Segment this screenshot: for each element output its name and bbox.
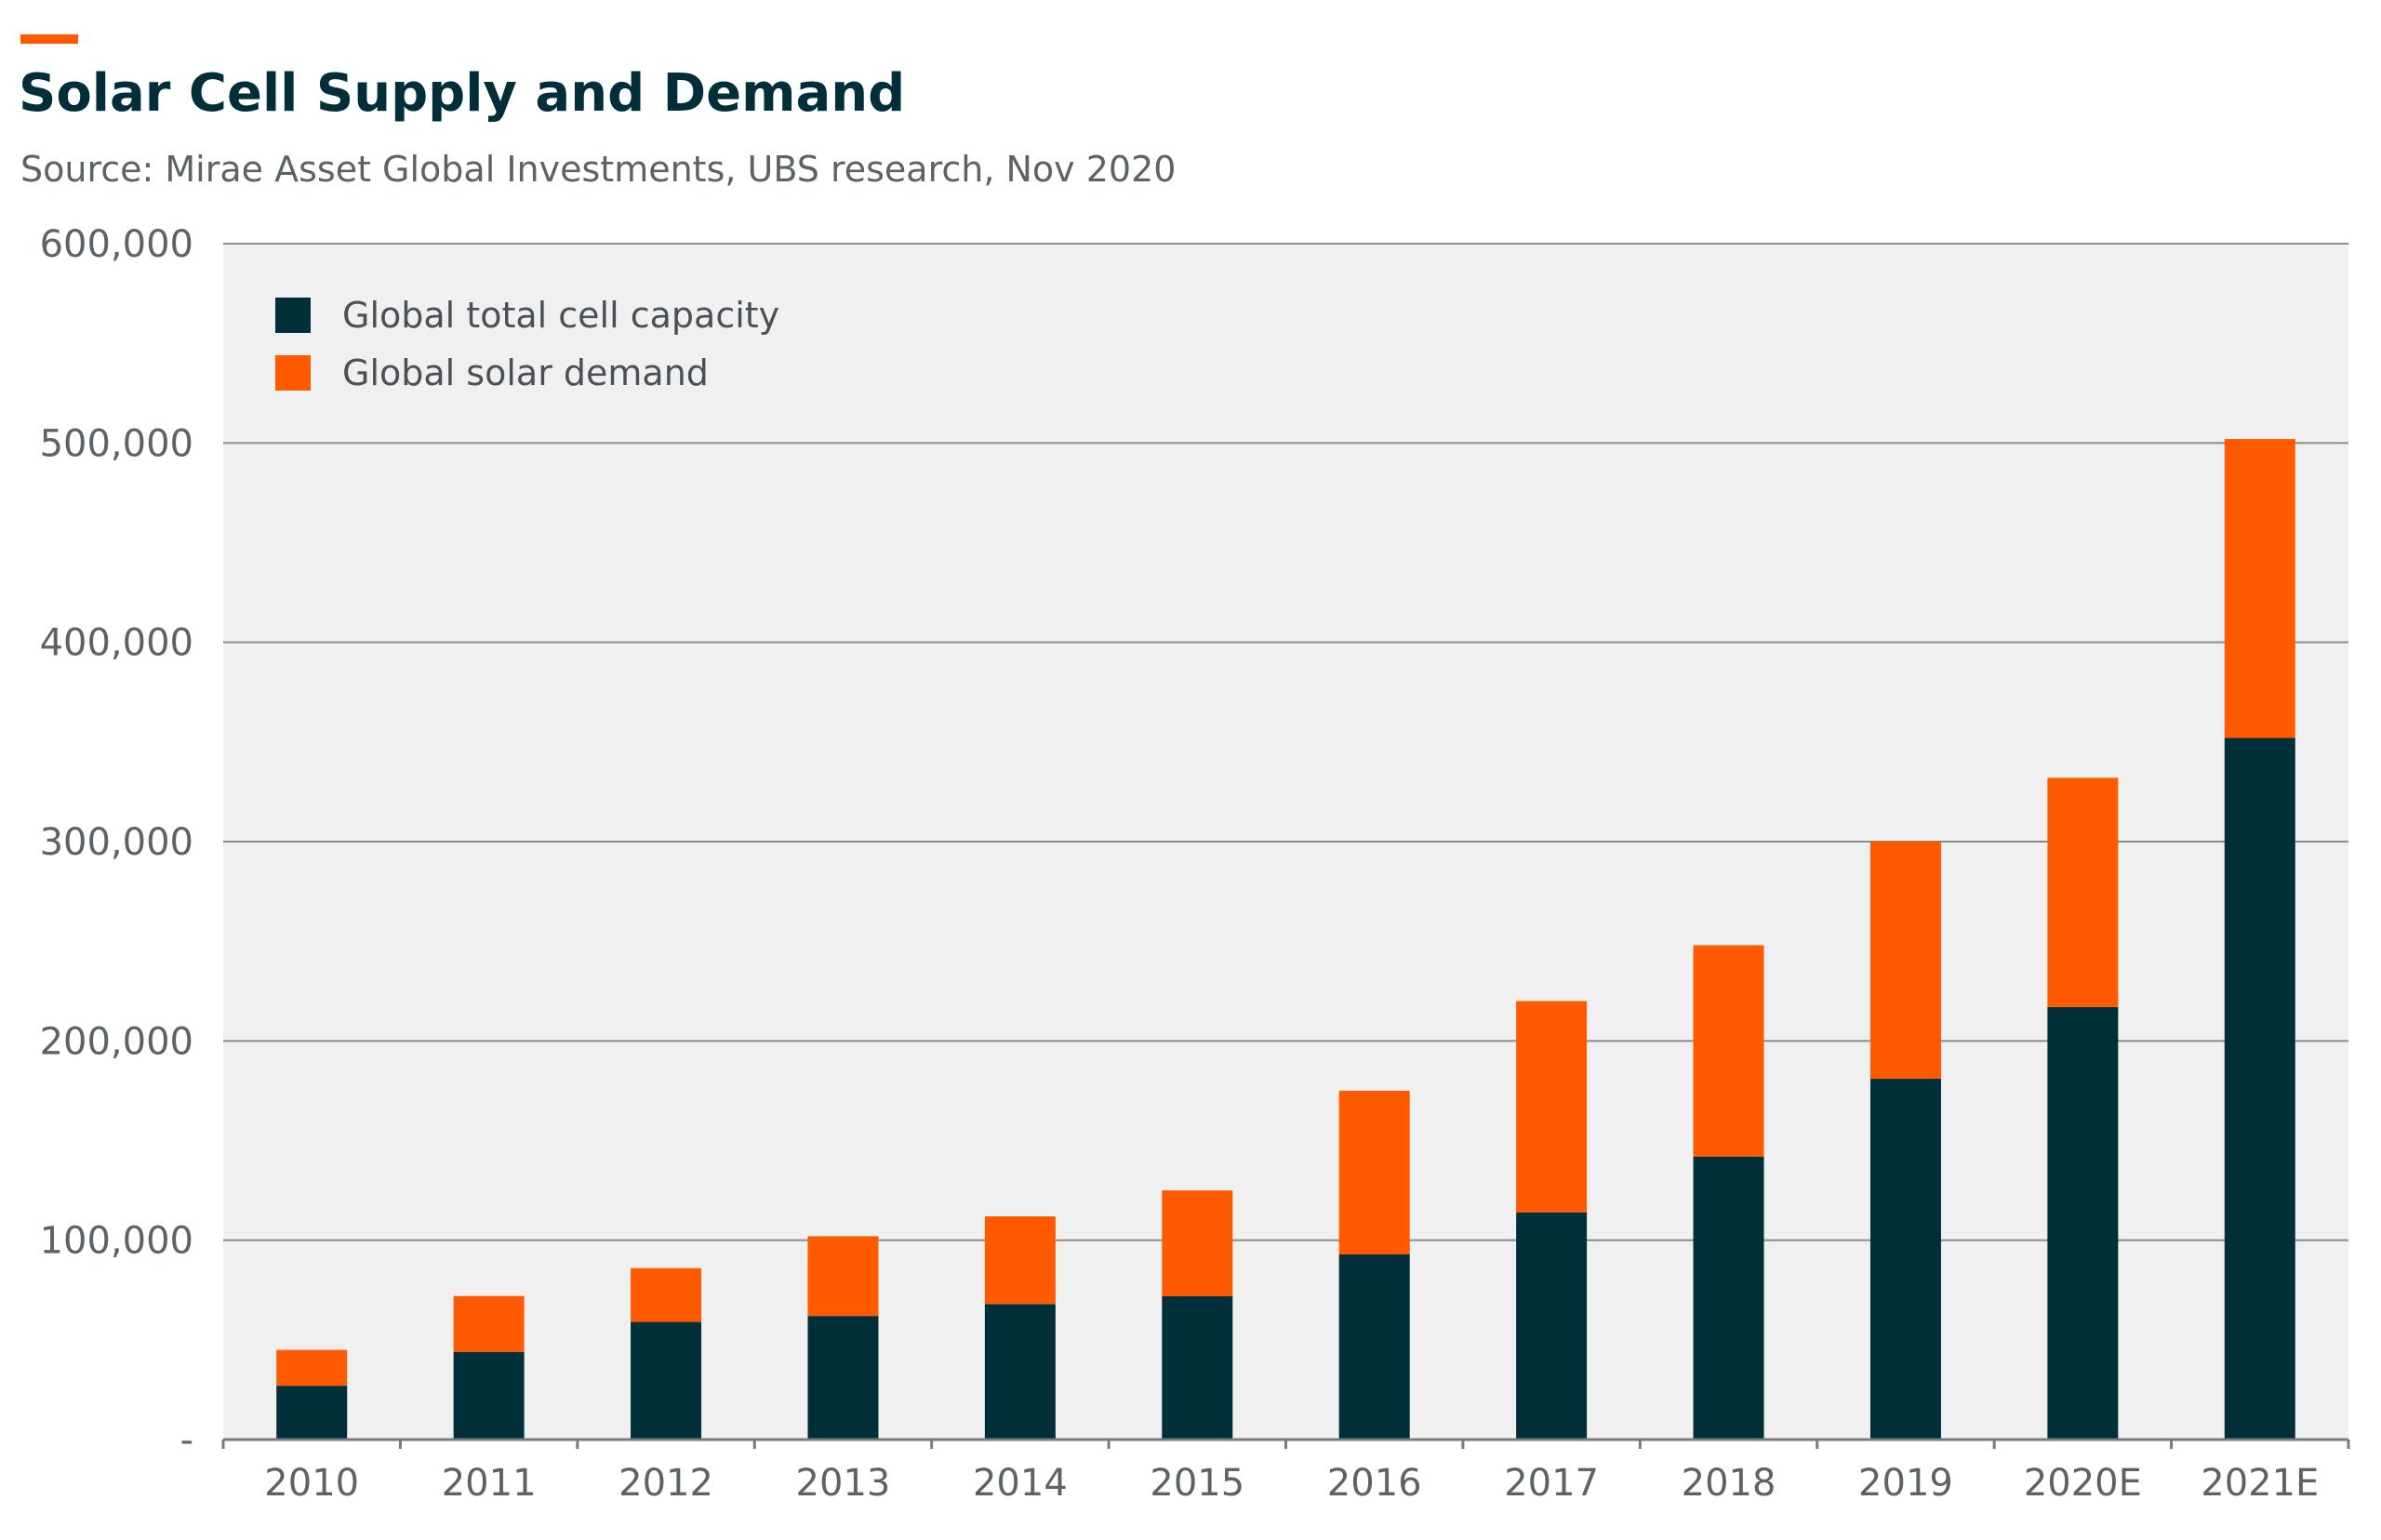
y-tick-label: - — [180, 1419, 193, 1462]
bar-capacity — [631, 1321, 702, 1440]
y-tick-label: 400,000 — [40, 622, 193, 665]
y-tick-label: 100,000 — [40, 1220, 193, 1263]
bar-capacity — [1338, 1254, 1410, 1440]
x-tick-label: 2018 — [1682, 1462, 1776, 1505]
bar-demand — [1693, 945, 1764, 1157]
legend-label-capacity: Global total cell capacity — [342, 295, 779, 336]
legend-label-demand: Global solar demand — [342, 352, 709, 393]
bar-demand — [276, 1349, 348, 1387]
bar-demand — [1516, 1001, 1588, 1213]
x-tick-label: 2015 — [1150, 1462, 1244, 1505]
x-tick-label: 2013 — [796, 1462, 891, 1505]
x-tick-label: 2012 — [619, 1462, 713, 1505]
bar-demand — [1162, 1190, 1233, 1296]
x-tick-label: 2014 — [973, 1462, 1068, 1505]
bar-demand — [631, 1268, 702, 1322]
x-tick-label: 2011 — [442, 1462, 537, 1505]
bar-capacity — [984, 1304, 1056, 1440]
accent-bar — [20, 34, 78, 44]
x-tick-label: 2010 — [264, 1462, 359, 1505]
x-tick-label: 2021E — [2201, 1462, 2319, 1505]
bar-demand — [1869, 842, 1941, 1080]
bar-capacity — [276, 1386, 348, 1440]
y-tick-label: 600,000 — [40, 223, 193, 266]
bar-demand — [453, 1295, 525, 1352]
x-tick-label: 2017 — [1504, 1462, 1599, 1505]
x-tick-label: 2020E — [2024, 1462, 2142, 1505]
chart-source: Source: Mirae Asset Global Investments, … — [20, 149, 1177, 190]
bar-capacity — [1516, 1212, 1588, 1440]
chart-title: Solar Cell Supply and Demand — [19, 63, 906, 124]
bar-demand — [2224, 439, 2295, 738]
bar-demand — [984, 1215, 1056, 1305]
bar-capacity — [2047, 1006, 2119, 1440]
y-tick-label: 200,000 — [40, 1020, 193, 1063]
bar-demand — [2047, 777, 2119, 1007]
bar-capacity — [453, 1351, 525, 1440]
legend-swatch-capacity — [275, 298, 311, 333]
y-tick-label: 300,000 — [40, 821, 193, 864]
y-tick-label: 500,000 — [40, 422, 193, 465]
bar-capacity — [807, 1316, 879, 1440]
bar-demand — [1338, 1090, 1410, 1255]
bar-capacity — [1162, 1295, 1233, 1440]
bar-capacity — [1869, 1079, 1941, 1440]
bar-demand — [807, 1236, 879, 1317]
legend-swatch-demand — [275, 355, 311, 391]
x-tick-label: 2019 — [1858, 1462, 1953, 1505]
bar-capacity — [2224, 737, 2295, 1440]
bar-capacity — [1693, 1156, 1764, 1440]
x-tick-label: 2016 — [1327, 1462, 1422, 1505]
